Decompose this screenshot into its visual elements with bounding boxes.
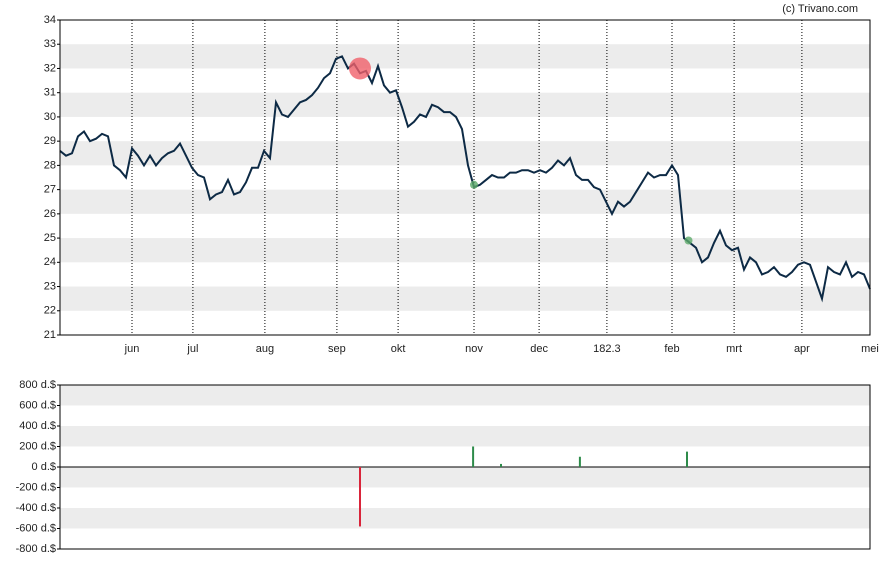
y-tick-label: 24 (44, 256, 56, 268)
y-tick-label: 800 d.$ (19, 379, 56, 391)
y-tick-label: 21 (44, 329, 56, 341)
x-tick-label: dec (530, 343, 548, 355)
x-tick-label: feb (664, 343, 679, 355)
x-tick-label: apr (794, 343, 810, 355)
bar (359, 467, 361, 527)
trade-marker (470, 180, 478, 189)
watermark: (c) Trivano.com (782, 3, 858, 15)
grid-band (60, 467, 870, 488)
x-tick-label: 182.3 (593, 343, 621, 355)
trade-marker (349, 57, 371, 80)
grid-band (60, 286, 870, 311)
y-tick-label: 400 d.$ (19, 420, 56, 432)
grid-band (60, 385, 870, 406)
y-tick-label: 600 d.$ (19, 399, 56, 411)
plot-frame (59, 384, 871, 550)
x-tick-label: aug (256, 343, 274, 355)
grid-band (60, 44, 870, 69)
y-tick-label: -600 d.$ (16, 522, 56, 534)
x-tick-label: okt (391, 343, 406, 355)
grid-band (60, 238, 870, 263)
y-tick-label: 30 (44, 111, 56, 123)
y-tick-label: 27 (44, 184, 56, 196)
x-tick-label: sep (328, 343, 346, 355)
grid-band (60, 92, 870, 117)
x-tick-label: mrt (726, 343, 742, 355)
y-tick-label: 28 (44, 159, 56, 171)
y-tick-label: -400 d.$ (16, 502, 56, 514)
y-tick-label: 22 (44, 305, 56, 317)
y-tick-label: 26 (44, 208, 56, 220)
bar (578, 456, 581, 467)
y-tick-label: -200 d.$ (16, 481, 56, 493)
y-tick-label: 31 (44, 87, 56, 99)
y-tick-label: -800 d.$ (16, 543, 56, 555)
x-tick-label: jun (124, 343, 140, 355)
grid-band (60, 508, 870, 529)
bar (472, 446, 475, 467)
x-tick-label: nov (465, 343, 483, 355)
y-tick-label: 23 (44, 280, 56, 292)
y-tick-label: 200 d.$ (19, 440, 56, 452)
x-tick-label: jul (186, 343, 198, 355)
bar (500, 463, 502, 467)
y-tick-label: 33 (44, 38, 56, 50)
x-tick-label: mei (861, 343, 879, 355)
bar (686, 451, 688, 467)
grid-band (60, 189, 870, 214)
y-tick-label: 29 (44, 135, 56, 147)
grid-band (60, 426, 870, 447)
trade-marker (684, 236, 693, 245)
y-tick-label: 25 (44, 232, 56, 244)
y-tick-label: 32 (44, 62, 56, 74)
price-line (59, 55, 871, 303)
y-tick-label: 34 (44, 14, 56, 26)
plot-frame (59, 19, 871, 336)
y-tick-label: 0 d.$ (32, 461, 56, 473)
